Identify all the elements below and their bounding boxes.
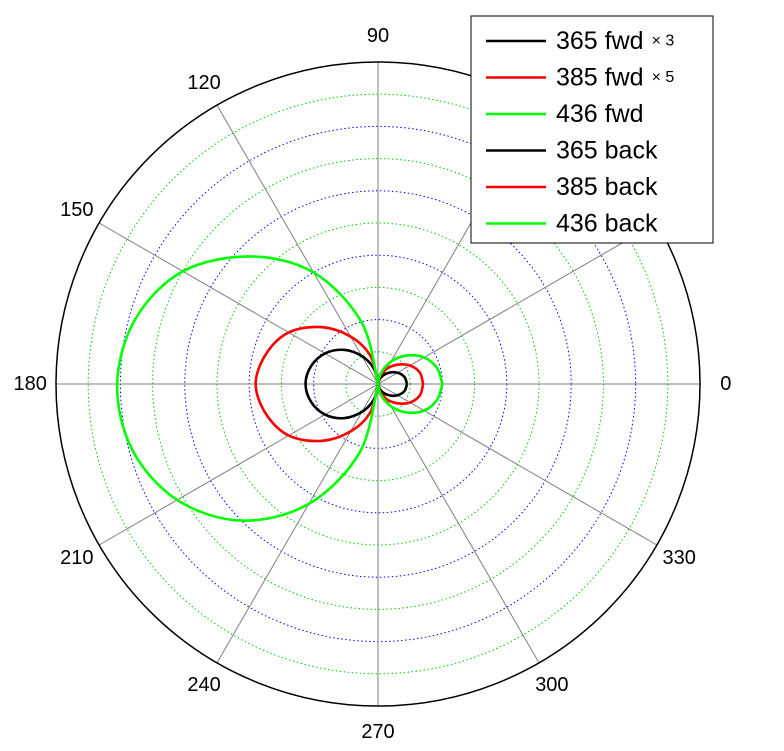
series-line-385-back: [254, 325, 380, 443]
angle-tick-label: 90: [367, 25, 389, 47]
angle-tick-label: 120: [187, 72, 220, 94]
angle-tick-label: 150: [60, 199, 93, 221]
legend-label: 385 back: [556, 173, 658, 201]
angle-tick-label: 210: [60, 547, 93, 569]
legend-entry: 365 fwd × 3: [486, 27, 674, 55]
angle-tick-label: 270: [361, 721, 394, 743]
legend-box: [470, 15, 714, 244]
outer-circle: [55, 61, 701, 707]
legend: 365 fwd × 3 385 fwd × 5 436 fwd 365 back 385 b…: [470, 15, 714, 244]
legend-label: 365 fwd: [556, 27, 644, 55]
legend-label: 385 fwd: [556, 64, 644, 92]
angle-tick-label: 300: [535, 674, 568, 696]
legend-label: 436 fwd: [556, 100, 644, 128]
angle-tick-label: 240: [187, 674, 220, 696]
legend-entry: 436 fwd: [486, 100, 644, 128]
series-line-365-back: [304, 348, 380, 420]
angle-tick-label: 0: [720, 373, 731, 395]
angle-tick-labels: 0 90 120 150 180 210 240 270 300 330: [14, 25, 732, 743]
legend-entry: 385 back: [486, 173, 658, 201]
legend-multiplier: × 5: [652, 69, 675, 86]
legend-multiplier: × 3: [652, 33, 675, 50]
legend-label: 436 back: [556, 210, 658, 238]
angle-tick-label: 180: [14, 373, 47, 395]
legend-label: 365 back: [556, 137, 658, 165]
legend-entry: 385 fwd × 5: [486, 64, 674, 92]
legend-entry: 365 back: [486, 137, 658, 165]
data-series: [115, 255, 444, 522]
legend-entry: 436 back: [486, 210, 658, 238]
series-line-436-back: [115, 255, 380, 522]
angle-tick-label: 330: [662, 547, 695, 569]
